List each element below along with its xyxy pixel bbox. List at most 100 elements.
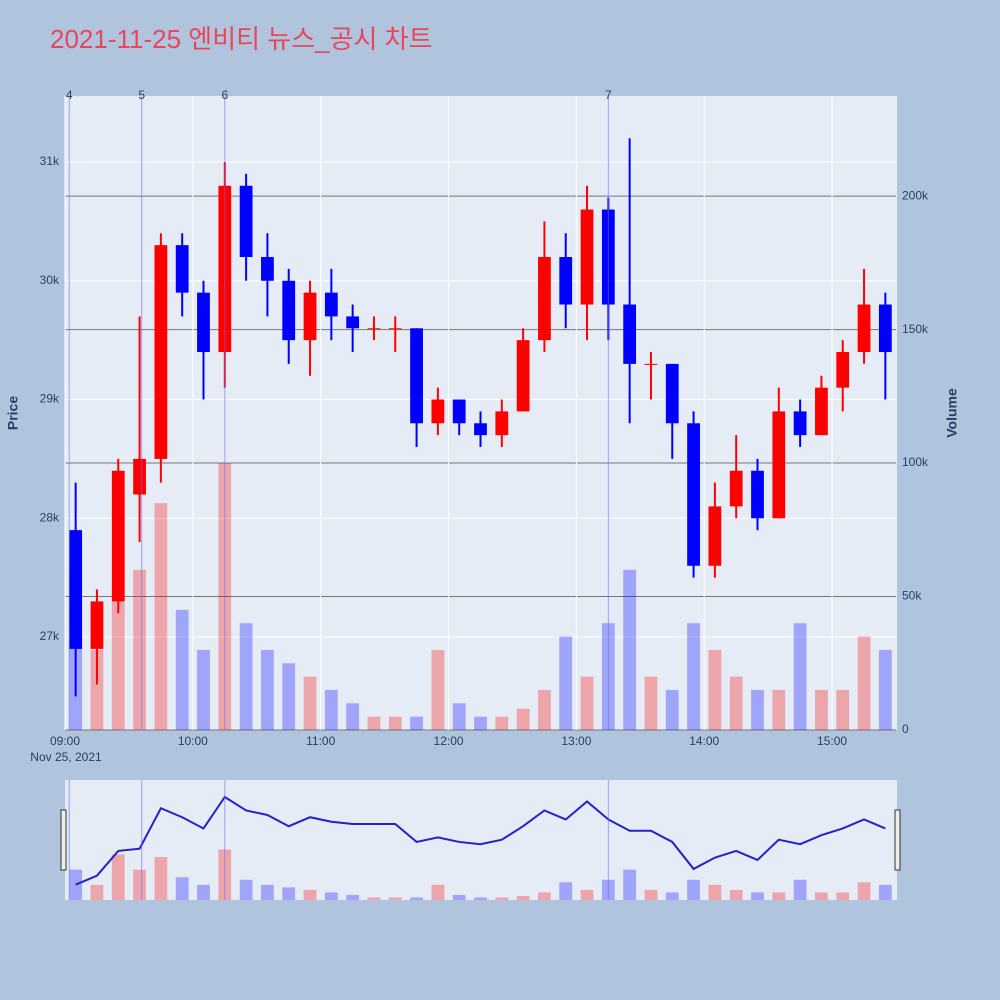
volume-bar — [346, 703, 360, 730]
candle-body — [538, 257, 551, 341]
candle-body — [111, 470, 125, 602]
candle-body — [793, 411, 807, 436]
slider-volume-bar — [282, 887, 296, 900]
y-tick-label: 29k — [40, 392, 60, 406]
x-tick-label: 15:00 — [817, 734, 847, 748]
slider-volume-bar — [154, 857, 168, 900]
candle-body — [303, 292, 317, 341]
volume-bar — [474, 716, 487, 730]
volume-bar — [410, 716, 423, 730]
x-tick-label: 11:00 — [306, 734, 335, 748]
candle-body — [388, 328, 402, 330]
candle-body — [516, 340, 530, 412]
event-label: 7 — [605, 88, 612, 102]
volume-bar — [282, 663, 296, 730]
slider-volume-bar — [197, 884, 210, 900]
candle-body — [175, 245, 189, 293]
volume-bar — [495, 716, 509, 730]
slider-volume-bar — [410, 897, 423, 900]
volume-bar — [431, 649, 445, 730]
range-slider — [65, 780, 897, 900]
event-label: 4 — [66, 88, 73, 102]
candle-body — [133, 458, 146, 495]
slider-volume-bar — [644, 889, 658, 900]
candle-body — [580, 209, 594, 305]
candle-body — [452, 399, 466, 424]
candle-body — [751, 470, 764, 519]
volume-bar — [580, 676, 594, 730]
chart-title: 2021-11-25 엔비티 뉴스_공시 차트 — [50, 24, 432, 54]
y2-tick-label: 50k — [902, 589, 922, 603]
slider-volume-bar — [815, 892, 828, 900]
volume-bar — [793, 623, 807, 730]
volume-bar — [303, 676, 317, 730]
candle-body — [324, 292, 338, 317]
slider-volume-bar — [261, 884, 274, 900]
candle-body — [708, 506, 722, 566]
volume-bar — [133, 569, 146, 730]
volume-bar — [623, 569, 637, 730]
candle-body — [665, 363, 679, 424]
y-axis-title: Price — [5, 396, 21, 430]
y-tick-label: 28k — [40, 510, 60, 524]
slider-volume-bar — [431, 884, 445, 900]
slider-volume-bar — [729, 889, 743, 900]
x-tick-label: 09:00 — [50, 734, 80, 748]
slider-volume-bar — [69, 869, 83, 900]
candle-body — [154, 245, 168, 459]
y-tick-label: 30k — [40, 273, 60, 287]
slider-volume-bar — [133, 869, 146, 900]
y2-tick-label: 200k — [902, 188, 929, 202]
slider-volume-bar — [708, 884, 722, 900]
candle-body — [623, 304, 637, 364]
slider-volume-bar — [516, 895, 530, 900]
candle-body — [367, 328, 381, 330]
candle-body — [495, 411, 509, 436]
volume-bar — [708, 649, 722, 730]
candle-body — [836, 352, 850, 388]
slider-volume-bar — [175, 877, 189, 900]
volume-bar — [878, 649, 892, 730]
slider-volume-bar — [665, 892, 679, 900]
y2-tick-label: 0 — [902, 722, 909, 736]
slider-volume-bar — [857, 882, 871, 900]
candle-body — [729, 470, 743, 507]
volume-bar — [452, 703, 466, 730]
slider-volume-bar — [346, 894, 360, 900]
volume-bar — [367, 716, 381, 730]
volume-bar — [516, 708, 530, 730]
y-tick-label: 31k — [40, 154, 60, 168]
candle-body — [772, 411, 786, 519]
candle-body — [857, 304, 871, 353]
volume-bar — [815, 689, 828, 730]
volume-bar — [644, 676, 658, 730]
candle-body — [431, 399, 445, 424]
volume-bar — [751, 689, 764, 730]
volume-bar — [772, 689, 786, 730]
slider-volume-bar — [623, 869, 637, 900]
slider-volume-bar — [111, 854, 125, 900]
volume-bar — [197, 649, 210, 730]
candle-body — [197, 292, 210, 353]
volume-bar — [388, 716, 402, 730]
x-tick-label: 14:00 — [689, 734, 719, 748]
volume-bar — [239, 623, 253, 730]
volume-bar — [261, 649, 274, 730]
slider-volume-bar — [303, 889, 317, 900]
y2-tick-label: 100k — [902, 455, 929, 469]
slider-volume-bar — [452, 894, 466, 900]
x-date-label: Nov 25, 2021 — [30, 750, 102, 764]
range-handle[interactable] — [894, 809, 901, 871]
candle-body — [282, 280, 296, 341]
volume-bar — [324, 689, 338, 730]
x-tick-label: 10:00 — [178, 734, 208, 748]
candle-body — [346, 316, 360, 329]
candle-body — [239, 185, 253, 258]
slider-volume-bar — [559, 882, 573, 900]
candle-body — [261, 257, 274, 281]
slider-volume-bar — [324, 892, 338, 900]
volume-bar — [175, 609, 189, 730]
y2-tick-label: 150k — [902, 322, 929, 336]
range-handle[interactable] — [60, 809, 67, 871]
